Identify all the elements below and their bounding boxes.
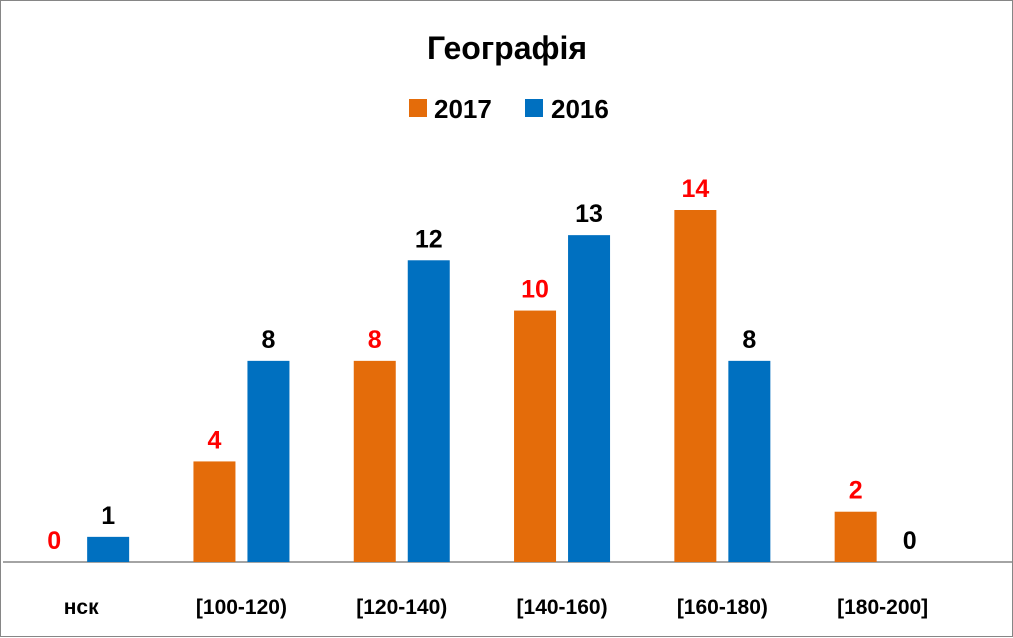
data-label-2016: 8 [261,326,275,354]
data-label-2017: 0 [47,527,61,555]
category-label: [100-120) [196,596,287,619]
legend-label-2016: 2016 [551,94,609,124]
bar-2016 [247,360,290,562]
data-label-2016: 1 [101,502,115,530]
bar-2017 [834,511,877,562]
category-label: [120-140) [356,596,447,619]
legend-label-2017: 2017 [434,94,492,124]
bar-2017 [514,310,557,562]
bar-2017 [674,210,717,562]
data-label-2017: 10 [521,276,549,304]
legend: 2017 2016 [409,94,609,124]
category-label: [160-180) [677,596,768,619]
bar-2016 [407,260,450,562]
bar-2016 [568,235,611,562]
category-labels-group: нск [100-120) [120-140) [140-160) [160-180) [… [64,596,928,619]
legend-swatch-2017 [409,99,427,117]
data-label-2017: 8 [368,326,382,354]
bar-2017 [193,461,236,562]
data-label-2017: 2 [849,477,863,505]
data-label-2016: 13 [575,200,603,228]
category-label: [180-200] [837,596,928,619]
data-label-2017: 4 [207,426,221,454]
data-label-2016: 0 [903,527,917,555]
category-label: [140-160) [517,596,608,619]
data-label-2016: 12 [415,225,443,253]
category-label: нск [64,596,99,619]
data-label-2017: 14 [681,175,709,203]
bar-2017 [353,360,396,562]
bar-2016 [87,536,130,562]
bars-group [87,210,877,562]
data-label-2016: 8 [742,326,756,354]
chart-title: Географія [427,30,587,66]
bar-2016 [728,360,771,562]
legend-swatch-2016 [525,99,543,117]
